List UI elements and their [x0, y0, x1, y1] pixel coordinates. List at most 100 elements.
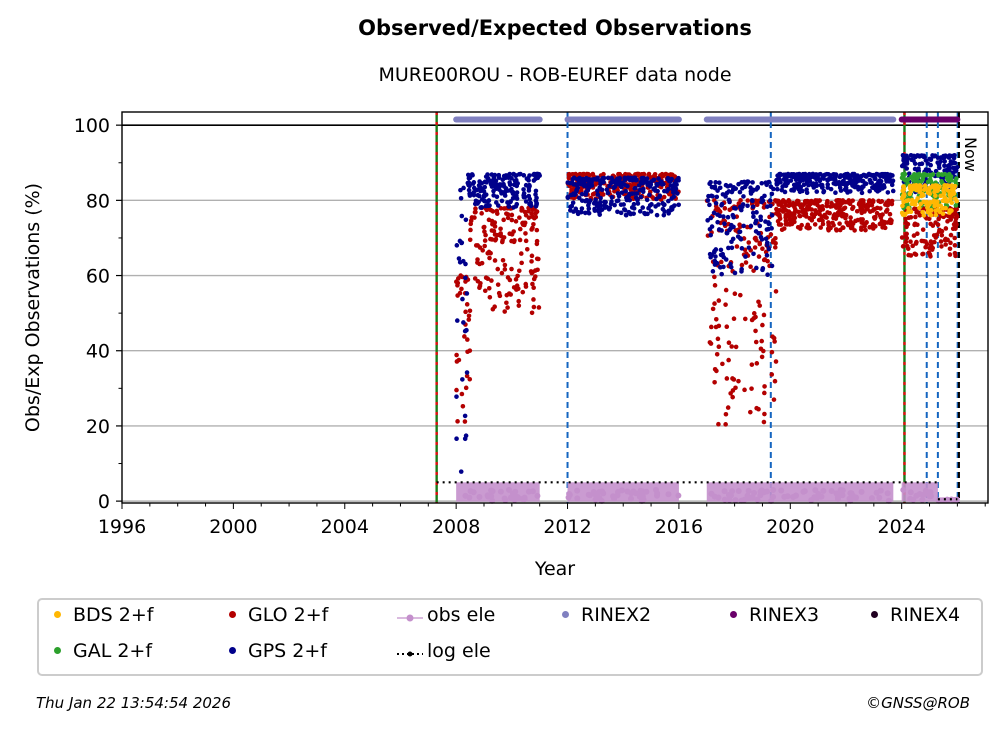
series-bds-2-f — [909, 197, 915, 203]
series-gps-2-f — [713, 201, 719, 206]
series-glo-2-f — [712, 379, 717, 385]
series-glo-2-f — [502, 267, 508, 272]
series-glo-2-f — [749, 362, 755, 367]
legend: BDS 2+f GLO 2+f obs ele RINEX2 RINEX3 RINEX4 G… — [37, 598, 983, 676]
series-gps-2-f — [885, 190, 891, 195]
series-gps-2-f — [717, 185, 723, 191]
series-gps-2-f — [710, 269, 716, 274]
series-obs-ele — [708, 490, 715, 497]
series-obs-ele — [721, 488, 728, 495]
series-glo-2-f — [948, 217, 954, 222]
series-gal-2-f — [922, 172, 928, 178]
series-glo-2-f — [731, 316, 737, 322]
series-gal-2-f — [949, 178, 954, 183]
series-bds-2-f — [933, 212, 939, 218]
series-glo-2-f — [455, 293, 460, 298]
series-glo-2-f — [734, 244, 740, 249]
series-bds-2-f — [948, 196, 953, 202]
series-glo-2-f — [900, 244, 906, 249]
series-bds-2-f — [899, 210, 905, 216]
series-glo-2-f — [616, 171, 621, 177]
series-glo-2-f — [513, 219, 519, 224]
series-glo-2-f — [859, 227, 864, 232]
legend-item-obs-ele: obs ele — [397, 604, 495, 626]
series-glo-2-f — [782, 200, 788, 206]
series-gps-2-f — [533, 188, 539, 194]
series-gps-2-f — [460, 296, 465, 302]
series-glo-2-f — [939, 228, 945, 234]
series-gal-2-f — [920, 177, 926, 182]
series-glo-2-f — [499, 270, 505, 276]
series-gal-2-f — [914, 179, 920, 184]
series-obs-ele — [665, 491, 672, 498]
series-gps-2-f — [477, 179, 482, 184]
series-bds-2-f — [900, 203, 905, 209]
series-gps-2-f — [739, 246, 745, 251]
series-gps-2-f — [638, 194, 644, 200]
series-obs-ele — [858, 488, 865, 495]
series-glo-2-f — [523, 238, 529, 244]
series-bds-2-f — [927, 191, 933, 197]
series-gps-2-f — [798, 174, 804, 179]
series-obs-ele — [502, 497, 509, 504]
legend-label: RINEX4 — [890, 604, 961, 626]
series-bds-2-f — [952, 196, 958, 201]
series-gps-2-f — [478, 205, 483, 210]
series-obs-ele — [770, 487, 777, 494]
series-obs-ele — [639, 493, 646, 500]
series-bds-2-f — [947, 210, 952, 215]
series-gps-2-f — [662, 209, 667, 214]
series-glo-2-f — [756, 299, 761, 305]
series-gps-2-f — [609, 199, 614, 204]
series-glo-2-f — [795, 224, 801, 230]
series-gps-2-f — [825, 177, 831, 182]
series-gps-2-f — [791, 182, 797, 188]
series-glo-2-f — [488, 250, 493, 256]
series-gps-2-f — [598, 199, 603, 205]
series-obs-ele — [600, 490, 607, 497]
series-gps-2-f — [463, 261, 468, 267]
series-glo-2-f — [926, 216, 932, 222]
series-gal-2-f — [902, 171, 908, 177]
series-glo-2-f — [460, 403, 466, 409]
series-glo-2-f — [509, 232, 515, 237]
series-bds-2-f — [945, 183, 950, 188]
series-glo-2-f — [519, 206, 525, 212]
series-gps-2-f — [462, 413, 468, 419]
series-glo-2-f — [500, 258, 506, 263]
series-gps-2-f — [492, 182, 498, 187]
series-glo-2-f — [845, 199, 850, 205]
series-gps-2-f — [717, 265, 723, 270]
series-glo-2-f — [505, 305, 510, 310]
series-glo-2-f — [774, 206, 779, 212]
series-obs-ele — [470, 489, 477, 496]
series-gps-2-f — [715, 212, 720, 217]
series-gps-2-f — [654, 212, 660, 218]
series-gps-2-f — [769, 213, 775, 218]
series-glo-2-f — [870, 199, 876, 205]
series-gps-2-f — [753, 187, 759, 192]
series-glo-2-f — [933, 220, 938, 225]
series-gps-2-f — [766, 246, 772, 252]
series-bds-2-f — [920, 209, 925, 215]
series-gps-2-f — [601, 179, 606, 185]
series-glo-2-f — [880, 225, 885, 230]
series-glo-2-f — [522, 220, 528, 226]
series-gps-2-f — [641, 175, 646, 181]
series-gps-2-f — [797, 185, 803, 191]
series-gps-2-f — [595, 192, 601, 197]
series-gal-2-f — [905, 177, 911, 182]
series-glo-2-f — [491, 228, 497, 234]
series-glo-2-f — [794, 198, 800, 204]
series-glo-2-f — [585, 171, 591, 177]
series-gps-2-f — [471, 185, 477, 191]
series-obs-ele — [505, 486, 512, 493]
series-obs-ele — [574, 487, 581, 494]
series-gps-2-f — [609, 195, 615, 200]
series-gps-2-f — [750, 204, 756, 210]
series-gps-2-f — [576, 195, 582, 201]
series-glo-2-f — [835, 212, 841, 218]
series-obs-ele — [565, 494, 572, 501]
series-glo-2-f — [797, 213, 803, 219]
series-gal-2-f — [917, 171, 922, 177]
